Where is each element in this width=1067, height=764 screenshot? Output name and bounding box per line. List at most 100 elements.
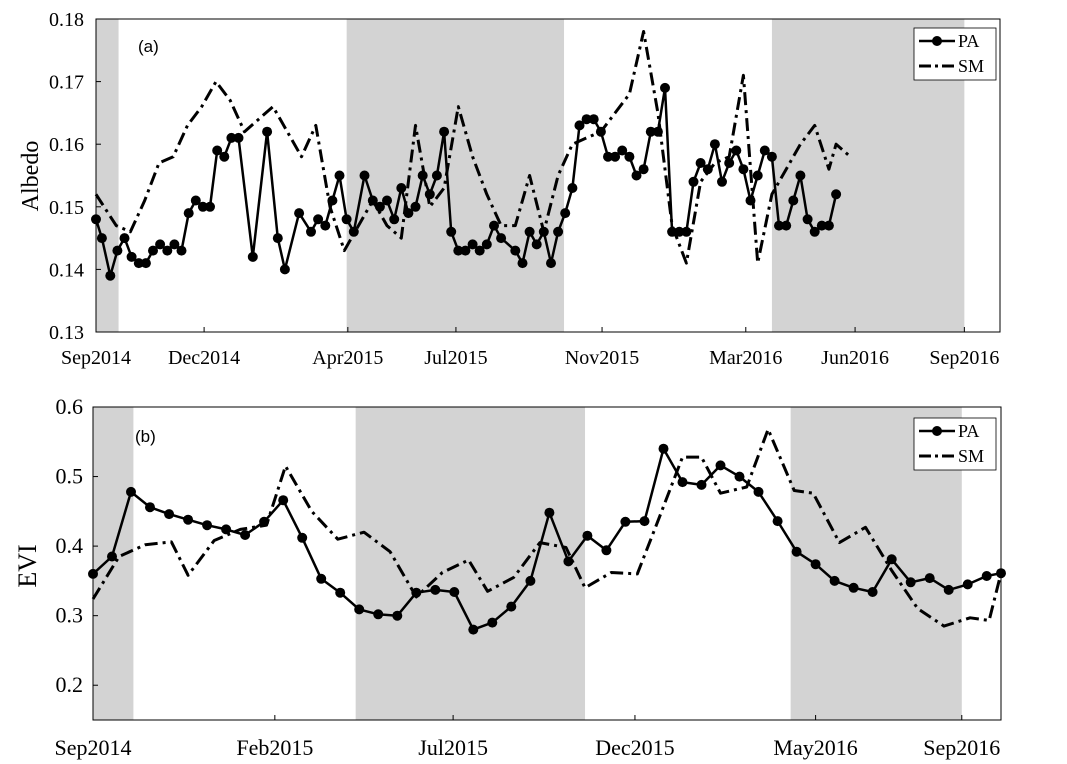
albedo-pa-point: [112, 245, 123, 256]
evi-x-tick-label: Feb2015: [236, 735, 313, 760]
albedo-pa-point: [759, 145, 770, 156]
evi-legend-pa-label: PA: [958, 421, 979, 441]
evi-pa-point: [449, 587, 460, 597]
albedo-x-tick-label: Nov2015: [565, 347, 639, 369]
albedo-y-tick-label: 0.13: [49, 322, 84, 344]
evi-pa-point: [487, 617, 498, 628]
evi-panel-label: (b): [135, 427, 156, 446]
evi-x-tick-label: Jul2015: [418, 735, 488, 760]
albedo-pa-point: [205, 201, 215, 212]
evi-pa-point: [867, 587, 878, 597]
albedo-x-tick-label: Apr2015: [312, 347, 383, 369]
albedo-pa-point: [823, 220, 834, 231]
evi-pa-point: [981, 571, 992, 581]
albedo-pa-point: [294, 208, 305, 219]
albedo-pa-point: [233, 132, 244, 143]
evi-pa-point: [430, 584, 441, 595]
albedo-pa-point: [738, 164, 749, 175]
albedo-pa-point: [439, 126, 450, 137]
evi-pa-point: [791, 546, 802, 557]
evi-pa-point: [373, 609, 384, 620]
albedo-pa-point: [126, 251, 137, 262]
albedo-pa-point: [517, 258, 528, 269]
evi-pa-point: [753, 486, 764, 497]
albedo-pa-point: [553, 226, 564, 237]
albedo-pa-point: [190, 195, 201, 206]
evi-pa-point: [996, 568, 1006, 579]
albedo-pa-point: [702, 164, 713, 175]
evi-y-tick-label: 0.6: [56, 394, 84, 419]
albedo-pa-point: [510, 245, 521, 256]
albedo-pa-point: [169, 239, 180, 250]
evi-y-tick-label: 0.2: [56, 672, 84, 697]
evi-plot-frame: [92, 406, 1002, 721]
albedo-pa-point: [105, 270, 116, 281]
albedo-pa-point: [524, 226, 535, 237]
albedo-pa-point: [403, 208, 414, 219]
albedo-pa-point: [327, 195, 338, 206]
evi-pa-point: [126, 486, 136, 497]
albedo-pa-point: [96, 233, 107, 244]
albedo-pa-point: [610, 151, 621, 162]
evi-pa-point: [582, 530, 593, 541]
evi-pa-point: [544, 507, 555, 518]
evi-pa-point: [563, 556, 574, 567]
albedo-plot-frame: [95, 18, 1001, 333]
albedo-pa-point: [226, 132, 237, 143]
evi-pa-point: [335, 587, 346, 598]
albedo-pa-point: [212, 145, 223, 156]
evi-pa-point: [297, 532, 308, 543]
evi-pa-point: [278, 495, 289, 506]
evi-axis-ticks: 0.2 0.3 0.4 0.5 0.6 Sep2014 Feb2015 Jul2015 Dec2…: [55, 394, 1001, 760]
albedo-pa-point: [831, 189, 842, 200]
albedo-pa-point: [745, 195, 756, 206]
albedo-pa-point: [652, 126, 663, 137]
albedo-pa-point: [453, 245, 464, 256]
albedo-pa-point: [162, 245, 173, 256]
albedo-pa-point: [802, 214, 813, 225]
evi-y-tick-label: 0.4: [56, 533, 84, 558]
evi-legend-pa-marker: [932, 426, 942, 436]
albedo-pa-point: [595, 126, 606, 137]
albedo-shaded-period-2: [346, 19, 565, 332]
evi-pa-point: [240, 530, 251, 540]
evi-pa-point: [715, 460, 726, 471]
albedo-y-tick-label: 0.18: [49, 9, 84, 31]
evi-x-tick-label: Dec2015: [595, 735, 674, 760]
albedo-pa-point: [731, 145, 742, 156]
albedo-pa-point: [91, 214, 101, 225]
evi-sm-line: [91, 427, 1003, 628]
albedo-pa-point: [624, 151, 635, 162]
albedo-pa-point: [531, 239, 542, 250]
albedo-pa-point: [795, 170, 806, 181]
albedo-pa-point: [809, 226, 820, 237]
albedo-y-tick-label: 0.15: [49, 197, 84, 219]
albedo-legend-sm-label: SM: [958, 56, 984, 76]
evi-panel: 0.2 0.3 0.4 0.5 0.6 Sep2014 Feb2015 Jul2015 Dec2…: [13, 394, 1006, 760]
albedo-pa-point: [119, 233, 130, 244]
albedo-pa-point: [667, 226, 678, 237]
albedo-pa-point: [176, 245, 187, 256]
albedo-pa-point: [272, 233, 283, 244]
albedo-pa-point: [382, 195, 392, 206]
albedo-pa-point: [489, 220, 499, 231]
evi-pa-point: [639, 516, 650, 527]
albedo-pa-point: [695, 158, 706, 168]
evi-pa-point: [696, 479, 707, 490]
albedo-pa-point: [496, 233, 507, 244]
albedo-pa-point: [374, 201, 385, 212]
albedo-pa-point: [460, 245, 471, 256]
evi-shaded-period-1: [93, 407, 134, 720]
albedo-pa-point: [788, 195, 799, 206]
evi-pa-point: [658, 443, 669, 454]
albedo-pa-point: [709, 139, 720, 150]
albedo-pa-point: [660, 82, 670, 93]
evi-y-tick-label: 0.3: [56, 603, 84, 628]
albedo-x-tick-label: Jul2015: [424, 347, 487, 369]
albedo-pa-point: [474, 245, 485, 256]
albedo-pa-point: [538, 226, 549, 237]
albedo-pa-point: [306, 226, 316, 237]
evi-pa-point: [734, 471, 745, 482]
evi-legend-box: [913, 417, 997, 471]
evi-pa-point: [810, 559, 821, 570]
